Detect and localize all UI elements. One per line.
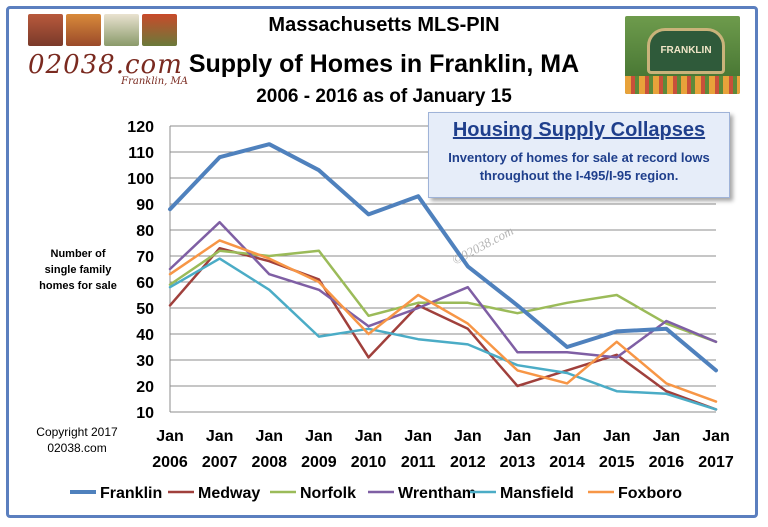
copyright-line2: 02038.com [47,441,107,455]
site-logo: 02038.com Franklin, MA [28,14,188,94]
x-tick-label-month: Jan [702,428,730,445]
series-line-medway [168,246,718,411]
y-tick-label: 80 [136,223,154,240]
y-tick-label: 100 [127,171,154,188]
logo-subtext: Franklin, MA [121,76,188,87]
x-tick-label-month: Jan [653,428,681,445]
sign-flowers [625,76,740,94]
x-tick-label-year: 2011 [401,454,436,471]
legend-label-foxboro: Foxboro [618,485,682,502]
callout-body: Inventory of homes for sale at record lo… [448,150,710,183]
x-tick-label-year: 2007 [202,454,238,471]
y-axis-label: Number of single family homes for sale [39,248,117,292]
x-tick-label-month: Jan [504,428,532,445]
y-tick-label: 120 [127,119,154,136]
copyright-line1: Copyright 2017 [36,425,118,439]
copyright: Copyright 2017 02038.com [22,424,132,456]
series-line-wrentham [168,220,718,359]
y-tick-label: 110 [128,145,154,162]
y-tick-label: 30 [136,353,154,370]
chart-subtitle: 2006 - 2016 as of January 15 [256,86,512,107]
logo-text: 02038.com [28,50,183,80]
x-tick-label-year: 2015 [599,454,635,471]
y-tick-label: 70 [136,249,154,266]
series-line-foxboro [168,239,718,403]
x-tick-label-month: Jan [603,428,631,445]
y-tick-label: 60 [136,275,154,292]
y-tick-label: 20 [136,379,154,396]
x-tick-label-year: 2013 [500,454,536,471]
x-tick-label-month: Jan [156,428,184,445]
x-tick-label-year: 2010 [351,454,387,471]
x-tick-label-year: 2017 [698,454,734,471]
legend-label-mansfield: Mansfield [500,485,574,502]
x-tick-label-month: Jan [404,428,432,445]
legend-label-wrentham: Wrentham [398,485,476,502]
x-tick-label-month: Jan [355,428,383,445]
y-tick-label: 40 [136,327,154,344]
y-tick-label: 10 [136,405,154,422]
legend-label-norfolk: Norfolk [300,485,356,502]
y-tick-label: 50 [136,301,154,318]
x-tick-label-month: Jan [454,428,482,445]
franklin-sign-photo: FRANKLIN [625,16,740,94]
series-line-franklin [168,142,718,373]
x-tick-label-year: 2008 [251,454,287,471]
chart-title: Supply of Homes in Franklin, MA [188,50,580,78]
x-tick-label-year: 2016 [649,454,685,471]
legend-label-medway: Medway [198,485,260,502]
chart-supertitle: Massachusetts MLS-PIN [268,14,500,36]
sign-board: FRANKLIN [647,28,725,74]
x-tick-label-year: 2012 [450,454,486,471]
x-tick-label-month: Jan [255,428,283,445]
callout-box: Housing Supply Collapses Inventory of ho… [428,112,730,198]
x-tick-label-year: 2006 [152,454,188,471]
x-tick-label-year: 2014 [549,454,585,471]
callout-title: Housing Supply Collapses [452,119,706,141]
logo-photos [28,14,188,46]
x-tick-label-month: Jan [553,428,581,445]
y-tick-label: 90 [136,197,154,214]
x-tick-label-year: 2009 [301,454,337,471]
x-tick-label-month: Jan [206,428,234,445]
x-tick-label-month: Jan [305,428,333,445]
legend-label-franklin: Franklin [100,485,162,502]
series-line-mansfield [168,257,718,411]
